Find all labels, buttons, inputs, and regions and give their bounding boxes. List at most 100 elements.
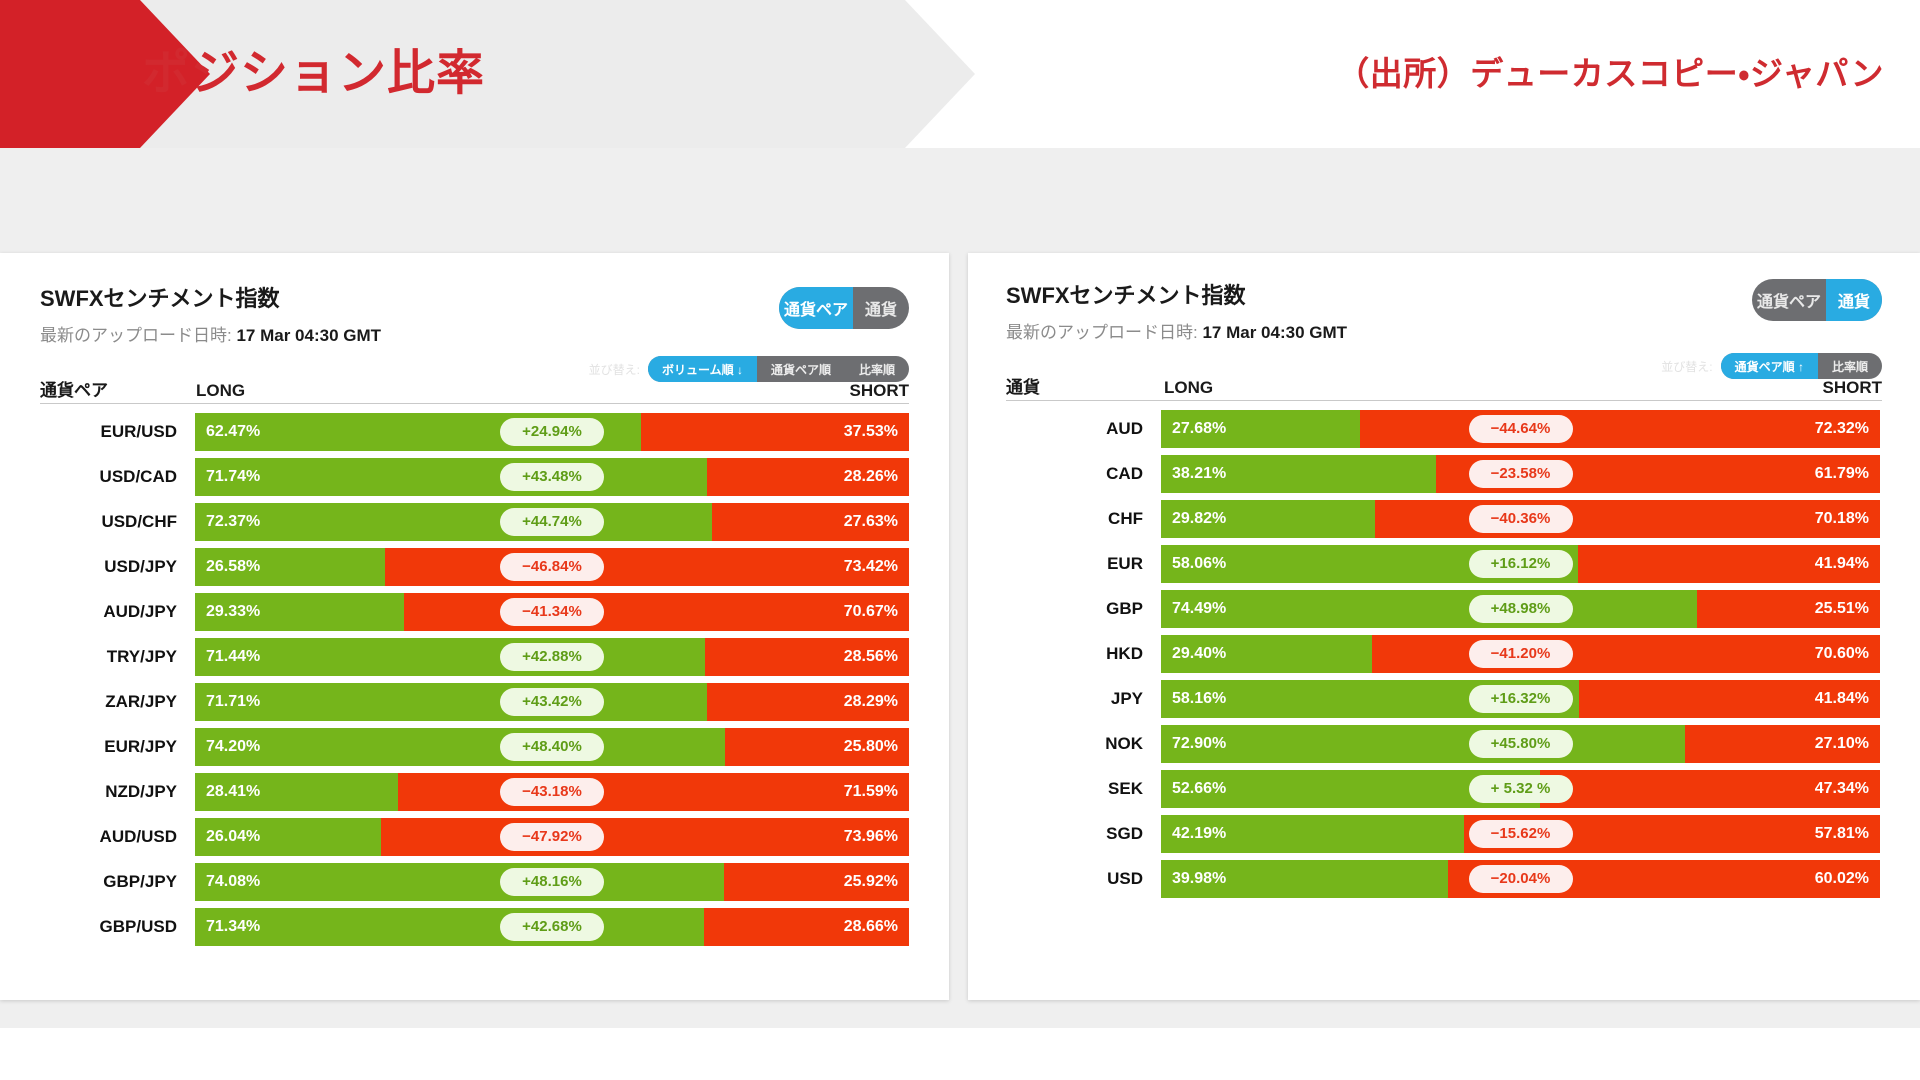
sort-label: 並び替え: [588, 362, 640, 377]
sentiment-bar: 72.37% 27.63% +44.74% [195, 502, 909, 541]
sort-option-0[interactable]: ボリューム順 ↓ [647, 356, 757, 382]
bar-long-segment [195, 862, 724, 901]
sort-controls: 並び替え: 通貨ペア順 ↑ 比率順 [1661, 353, 1882, 379]
row-instrument-label: USD/JPY [104, 556, 177, 576]
delta-badge: +42.68% [500, 912, 604, 941]
sort-option-0[interactable]: 通貨ペア順 ↑ [1720, 353, 1818, 379]
short-percent-value: 28.66% [843, 917, 898, 935]
sentiment-rows: EUR/USD 62.47% 37.53% +24.94% USD/CAD 71.74% 2… [0, 409, 949, 949]
table-row[interactable]: HKD 29.40% 70.60% −41.20% [968, 631, 1920, 676]
sentiment-bar: 29.82% 70.18% −40.36% [1161, 499, 1880, 538]
sort-option-1[interactable]: 比率順 [1831, 359, 1868, 374]
table-row[interactable]: ZAR/JPY 71.71% 28.29% +43.42% [0, 679, 949, 724]
long-percent-value: 71.71% [206, 692, 261, 710]
table-row[interactable]: EUR/USD 62.47% 37.53% +24.94% [0, 409, 949, 454]
table-row[interactable]: AUD/USD 26.04% 73.96% −47.92% [0, 814, 949, 859]
bar-long-segment [1161, 634, 1373, 673]
short-percent-value: 41.94% [1814, 554, 1869, 572]
upload-time-value: 17 Mar 04:30 GMT [1202, 323, 1348, 342]
table-row[interactable]: GBP/JPY 74.08% 25.92% +48.16% [0, 859, 949, 904]
table-row[interactable]: NOK 72.90% 27.10% +45.80% [968, 721, 1920, 766]
table-row[interactable]: JPY 58.16% 41.84% +16.32% [968, 676, 1920, 721]
table-row[interactable]: CAD 38.21% 61.79% −23.58% [968, 451, 1920, 496]
delta-badge: +42.88% [500, 642, 604, 671]
delta-badge: +43.48% [500, 462, 604, 491]
table-row[interactable]: USD/CAD 71.74% 28.26% +43.48% [0, 454, 949, 499]
table-row[interactable]: TRY/JPY 71.44% 28.56% +42.88% [0, 634, 949, 679]
table-row[interactable]: GBP 74.49% 25.51% +48.98% [968, 586, 1920, 631]
long-percent-value: 27.68% [1172, 419, 1227, 437]
delta-badge: +43.42% [500, 687, 604, 716]
table-row[interactable]: USD 39.98% 60.02% −20.04% [968, 856, 1920, 901]
table-row[interactable]: AUD/JPY 29.33% 70.67% −41.34% [0, 589, 949, 634]
delta-badge: +48.40% [500, 732, 604, 761]
row-instrument-label: JPY [1110, 688, 1143, 708]
view-mode-option-currency-pair[interactable]: 通貨ペア [1757, 294, 1822, 311]
table-row[interactable]: USD/CHF 72.37% 27.63% +44.74% [0, 499, 949, 544]
short-percent-value: 73.42% [843, 557, 898, 575]
table-header: 通貨 LONG SHORT [968, 366, 1920, 398]
sort-option-group[interactable]: 通貨ペア順 ↑ 比率順 [1720, 353, 1882, 379]
long-percent-value: 29.40% [1172, 644, 1227, 662]
short-percent-value: 61.79% [1814, 464, 1869, 482]
table-row[interactable]: GBP/USD 71.34% 28.66% +42.68% [0, 904, 949, 949]
bar-long-segment [195, 817, 381, 856]
delta-badge: +45.80% [1468, 729, 1573, 758]
table-row[interactable]: SGD 42.19% 57.81% −15.62% [968, 811, 1920, 856]
page-bottom-margin [0, 1028, 1920, 1080]
table-row[interactable]: NZD/JPY 28.41% 71.59% −43.18% [0, 769, 949, 814]
bar-long-segment [195, 682, 707, 721]
sort-option-2[interactable]: 比率順 [858, 362, 895, 377]
delta-badge: −41.34% [500, 597, 604, 626]
row-instrument-label: ZAR/JPY [105, 691, 177, 711]
long-percent-value: 72.37% [206, 512, 261, 530]
row-instrument-label: CAD [1106, 463, 1143, 483]
row-instrument-label: CHF [1108, 508, 1143, 528]
bar-long-segment [195, 547, 385, 586]
long-percent-value: 28.41% [206, 782, 261, 800]
bar-long-segment [195, 907, 705, 946]
row-instrument-label: AUD [1106, 418, 1143, 438]
view-mode-option-currency-pair[interactable]: 通貨ペア [779, 287, 853, 329]
long-percent-value: 72.90% [1172, 734, 1227, 752]
page-title: ポジション比率 [142, 47, 486, 100]
short-percent-value: 25.51% [1814, 599, 1869, 617]
table-row[interactable]: USD/JPY 26.58% 73.42% −46.84% [0, 544, 949, 589]
delta-badge: +24.94% [500, 417, 604, 446]
table-row[interactable]: SEK 52.66% 47.34% + 5.32 % [968, 766, 1920, 811]
sort-option-group[interactable]: ボリューム順 ↓ 通貨ペア順 比率順 [647, 356, 909, 382]
row-instrument-label: NOK [1105, 733, 1143, 753]
view-mode-option-currency[interactable]: 通貨 [1826, 279, 1882, 321]
view-mode-option-currency[interactable]: 通貨 [865, 302, 898, 319]
view-mode-toggle[interactable]: 通貨ペア 通貨 [779, 287, 909, 329]
short-percent-value: 47.34% [1814, 779, 1869, 797]
short-percent-value: 41.84% [1814, 689, 1869, 707]
delta-badge: −40.36% [1468, 504, 1573, 533]
short-percent-value: 28.29% [843, 692, 898, 710]
table-row[interactable]: EUR/JPY 74.20% 25.80% +48.40% [0, 724, 949, 769]
sentiment-rows: AUD 27.68% 72.32% −44.64% CAD 38.21% 61.79% −23… [968, 406, 1920, 901]
long-percent-value: 74.20% [206, 737, 261, 755]
column-header-short: SHORT [1822, 378, 1883, 397]
column-header-long: LONG [196, 381, 246, 400]
long-percent-value: 62.47% [206, 422, 261, 440]
table-row[interactable]: AUD 27.68% 72.32% −44.64% [968, 406, 1920, 451]
bar-long-segment [1161, 409, 1361, 448]
table-header: 通貨ペア LONG SHORT [0, 369, 949, 401]
row-instrument-label: USD/CHF [101, 511, 177, 531]
sort-option-1[interactable]: 通貨ペア順 [770, 362, 831, 377]
sentiment-panel-currencies: SWFXセンチメント指数 最新のアップロード日時: 17 Mar 04:30 GM… [968, 253, 1920, 1000]
table-row[interactable]: EUR 58.06% 41.94% +16.12% [968, 541, 1920, 586]
short-percent-value: 57.81% [1814, 824, 1869, 842]
view-mode-toggle[interactable]: 通貨ペア 通貨 [1752, 279, 1882, 321]
upload-time-label: 最新のアップロード日時: [1006, 323, 1203, 342]
table-header-divider [40, 403, 909, 404]
long-percent-value: 38.21% [1172, 464, 1227, 482]
sentiment-bar: 62.47% 37.53% +24.94% [195, 412, 909, 451]
short-percent-value: 25.80% [843, 737, 898, 755]
delta-badge: −20.04% [1468, 864, 1573, 893]
table-row[interactable]: CHF 29.82% 70.18% −40.36% [968, 496, 1920, 541]
short-percent-value: 27.10% [1814, 734, 1869, 752]
long-percent-value: 39.98% [1172, 869, 1227, 887]
delta-badge: −15.62% [1468, 819, 1573, 848]
